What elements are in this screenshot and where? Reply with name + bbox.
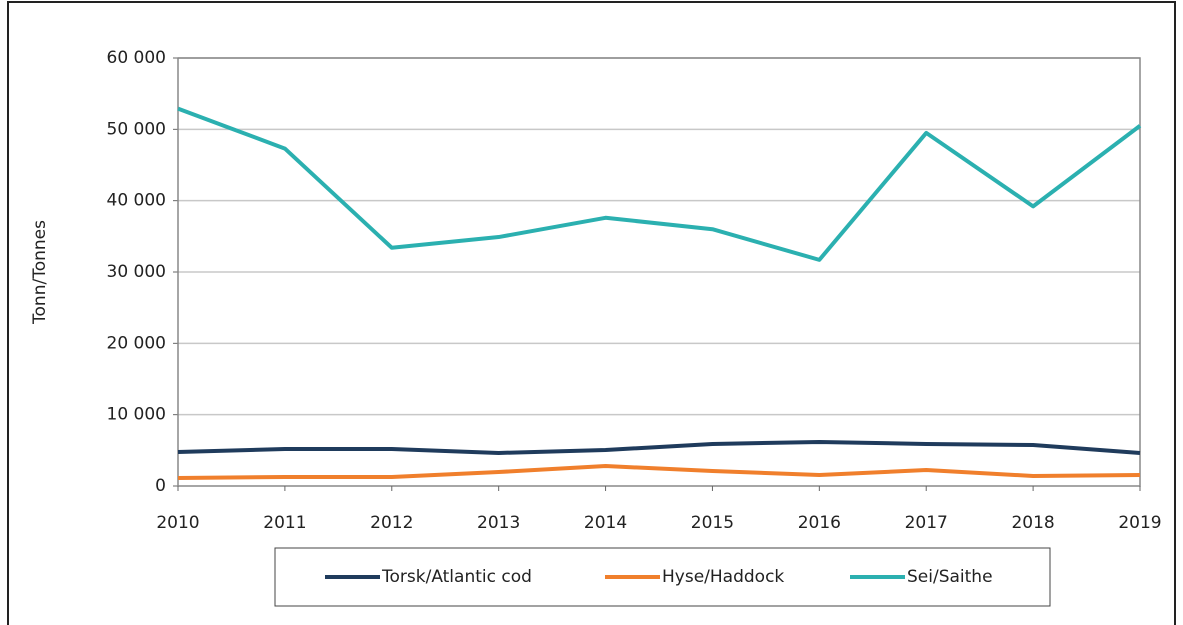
x-tick-label: 2010 xyxy=(156,513,199,533)
legend-label: Torsk/Atlantic cod xyxy=(381,567,532,587)
y-tick-label: 60 000 xyxy=(107,48,166,68)
y-tick-label: 50 000 xyxy=(107,119,166,139)
y-axis-label: Tonn/Tonnes xyxy=(30,220,50,325)
y-tick-label: 10 000 xyxy=(107,405,166,425)
x-tick-label: 2013 xyxy=(477,513,520,533)
legend-label: Sei/Saithe xyxy=(907,567,993,587)
x-tick-label: 2017 xyxy=(905,513,948,533)
x-tick-label: 2018 xyxy=(1011,513,1054,533)
chart-frame xyxy=(7,1,1176,625)
series-line xyxy=(177,464,1141,481)
legend-box xyxy=(274,547,1051,607)
legend-label: Hyse/Haddock xyxy=(662,567,784,587)
y-tick-label: 20 000 xyxy=(107,333,166,353)
series-line xyxy=(177,106,1142,262)
y-tick-label: 40 000 xyxy=(107,191,166,211)
x-tick-label: 2016 xyxy=(798,513,841,533)
plot-border xyxy=(177,57,1141,487)
x-tick-label: 2014 xyxy=(584,513,627,533)
x-tick-label: 2019 xyxy=(1118,513,1161,533)
y-tick-label: 0 xyxy=(155,476,166,496)
x-tick-label: 2015 xyxy=(691,513,734,533)
y-tick-label: 30 000 xyxy=(107,262,166,282)
x-tick-label: 2011 xyxy=(263,513,306,533)
x-tick-label: 2012 xyxy=(370,513,413,533)
series-line xyxy=(177,439,1141,455)
